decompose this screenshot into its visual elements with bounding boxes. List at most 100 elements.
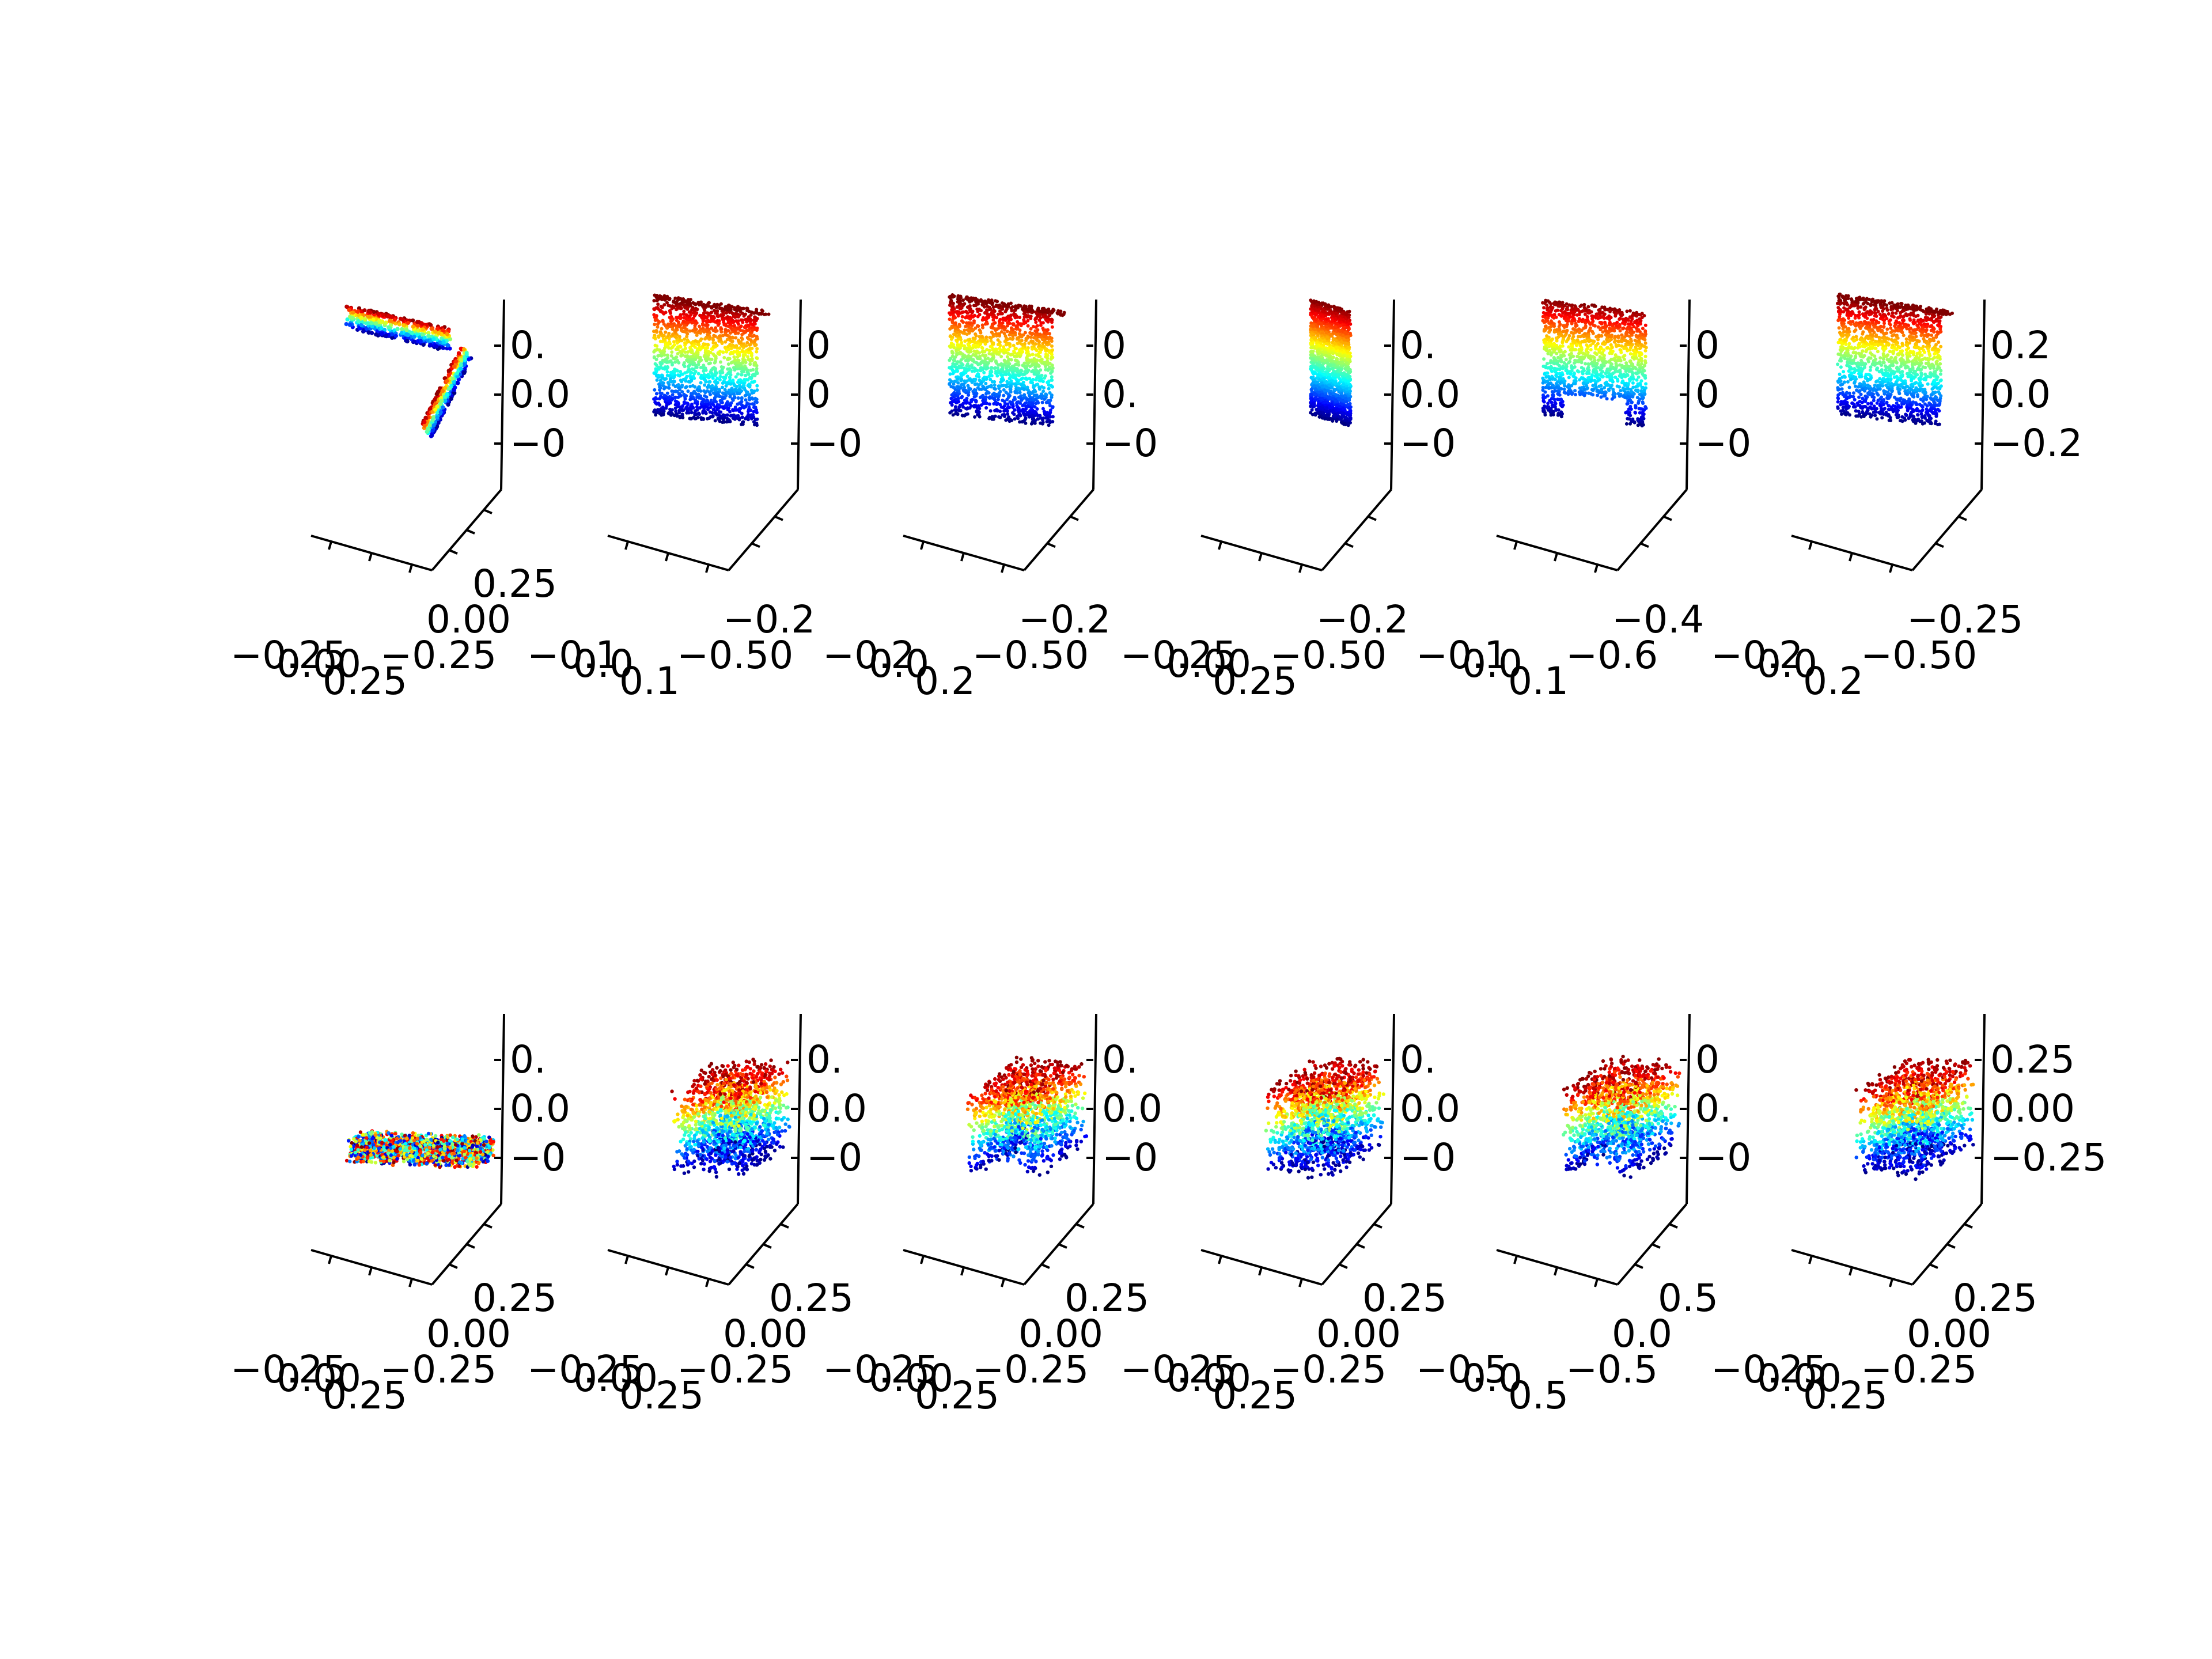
point-marker <box>708 410 712 414</box>
point-marker <box>966 350 970 354</box>
point-marker <box>960 315 964 319</box>
point-marker <box>1017 410 1021 414</box>
point-marker <box>668 316 672 320</box>
point-marker <box>743 329 747 334</box>
point-marker <box>699 358 703 362</box>
point-marker <box>736 315 740 319</box>
point-marker <box>949 401 953 405</box>
y-tick-mark <box>1368 515 1377 521</box>
subplot-1-1: 0.0.0−0−0.250.000.25−0.250.000.25 <box>230 299 570 703</box>
point-marker <box>963 347 967 351</box>
point-marker <box>709 399 713 403</box>
point-marker <box>755 367 759 370</box>
point-marker <box>459 362 463 368</box>
point-marker <box>1044 392 1048 396</box>
point-marker <box>445 332 450 336</box>
point-marker <box>1021 346 1025 350</box>
point-marker <box>950 409 954 413</box>
point-marker <box>1034 320 1038 324</box>
point-marker <box>430 433 434 438</box>
point-marker <box>954 411 958 415</box>
point-marker <box>1042 362 1046 366</box>
point-marker <box>698 324 702 328</box>
point-marker <box>351 310 355 315</box>
point-marker <box>991 341 995 345</box>
point-marker <box>743 344 747 348</box>
point-marker <box>740 422 744 426</box>
point-marker <box>767 312 771 316</box>
point-marker <box>758 312 762 316</box>
point-marker <box>1051 405 1055 409</box>
point-marker <box>740 349 744 353</box>
point-marker <box>1014 354 1018 358</box>
point-marker <box>426 331 431 335</box>
point-marker <box>755 384 759 388</box>
point-marker <box>965 374 969 378</box>
point-marker <box>969 398 974 402</box>
point-marker <box>974 399 978 403</box>
point-marker <box>960 340 964 344</box>
point-marker <box>399 331 404 335</box>
point-marker <box>402 323 406 328</box>
point-marker <box>733 315 737 319</box>
point-marker <box>362 317 367 321</box>
point-marker <box>716 392 720 396</box>
point-marker <box>718 378 722 382</box>
point-marker <box>728 367 732 371</box>
point-marker <box>965 367 968 371</box>
point-marker <box>984 354 988 358</box>
point-marker <box>733 328 737 332</box>
point-marker <box>972 360 976 364</box>
point-marker <box>703 304 707 308</box>
point-marker <box>445 392 449 397</box>
point-marker <box>676 395 680 399</box>
point-marker <box>654 367 658 371</box>
point-marker <box>713 388 717 392</box>
point-marker <box>382 321 388 326</box>
point-marker <box>736 414 740 418</box>
point-marker <box>1027 415 1031 419</box>
point-marker <box>452 380 457 384</box>
point-marker <box>736 408 740 412</box>
point-marker <box>683 371 687 375</box>
point-marker <box>1014 362 1018 366</box>
point-marker <box>693 330 697 334</box>
point-marker <box>982 402 986 406</box>
point-marker <box>673 406 677 410</box>
point-marker <box>675 341 679 345</box>
point-marker <box>746 355 750 359</box>
point-marker <box>1022 304 1027 308</box>
point-marker <box>948 366 952 370</box>
point-marker <box>737 388 741 392</box>
point-marker <box>684 341 688 345</box>
point-marker <box>674 389 678 393</box>
point-marker <box>657 335 661 339</box>
point-marker <box>422 420 427 425</box>
point-marker <box>688 416 692 421</box>
point-marker <box>963 339 967 343</box>
point-marker <box>668 298 671 301</box>
z-axis-line <box>1390 299 1395 490</box>
point-marker <box>701 323 704 327</box>
point-marker <box>711 403 715 407</box>
point-marker <box>1022 361 1027 365</box>
point-marker <box>711 408 715 411</box>
point-marker <box>462 362 467 368</box>
point-marker <box>652 336 656 340</box>
point-marker <box>973 392 977 396</box>
point-marker <box>722 418 726 422</box>
point-marker <box>656 347 660 351</box>
point-marker <box>676 383 680 387</box>
point-marker <box>956 337 960 341</box>
point-marker <box>654 413 658 417</box>
point-marker <box>724 381 728 385</box>
point-marker <box>367 315 372 319</box>
point-marker <box>755 421 759 425</box>
point-marker <box>738 402 743 406</box>
point-marker <box>725 416 729 421</box>
point-marker <box>1001 316 1005 320</box>
point-marker <box>690 320 694 324</box>
point-marker <box>729 382 733 386</box>
point-marker <box>671 372 675 376</box>
point-marker <box>1020 383 1024 387</box>
